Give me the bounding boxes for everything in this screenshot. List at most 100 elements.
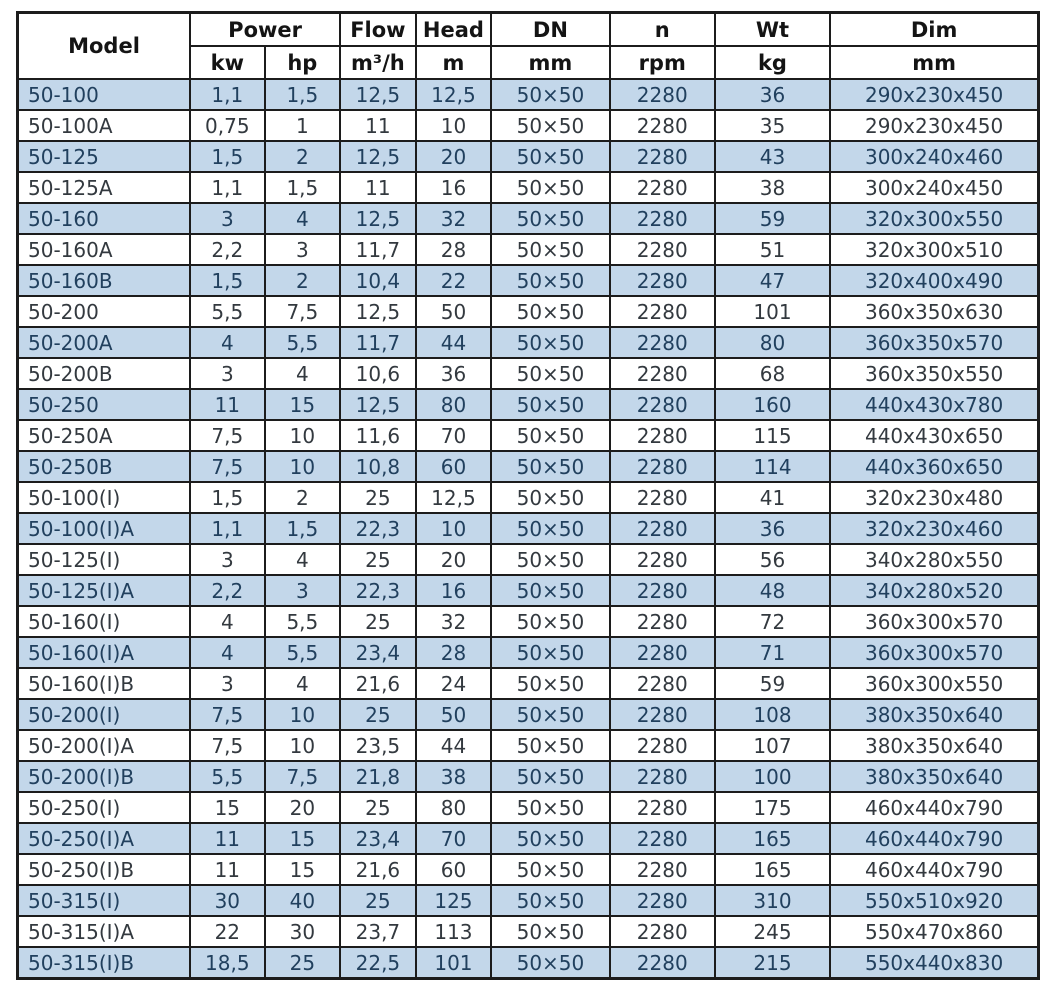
- table-row: 50-100A 0,75 1 11 10 50×50 2280 35 290x230x450: [16, 109, 1040, 142]
- cell-head: 10: [414, 512, 493, 545]
- cell-hp: 1: [263, 109, 342, 142]
- cell-kw: 11: [189, 822, 266, 855]
- cell-model: 50-200A: [16, 326, 192, 359]
- cell-dim: 300x240x450: [829, 171, 1040, 204]
- cell-head: 28: [414, 636, 493, 669]
- cell-flow: 12,5: [339, 202, 417, 235]
- unit-header-head: m: [414, 45, 493, 80]
- cell-dn: 50×50: [490, 915, 611, 948]
- cell-dn: 50×50: [490, 791, 611, 824]
- cell-rpm: 2280: [608, 264, 716, 297]
- cell-dn: 50×50: [490, 822, 611, 855]
- cell-head: 16: [414, 574, 493, 607]
- table-body: 50-100 1,1 1,5 12,5 12,5 50×50 2280 36 290x230x4…: [16, 78, 1040, 980]
- cell-hp: 25: [263, 946, 342, 980]
- cell-kw: 3: [189, 543, 266, 576]
- cell-head: 22: [414, 264, 493, 297]
- cell-dim: 320x300x550: [829, 202, 1040, 235]
- cell-rpm: 2280: [608, 388, 716, 421]
- cell-dn: 50×50: [490, 605, 611, 638]
- cell-head: 38: [414, 760, 493, 793]
- cell-flow: 11,7: [339, 233, 417, 266]
- cell-dim: 320x300x510: [829, 233, 1040, 266]
- cell-model: 50-250(I): [16, 791, 192, 824]
- table-row: 50-160 3 4 12,5 32 50×50 2280 59 320x300x550: [16, 202, 1040, 235]
- cell-hp: 30: [263, 915, 342, 948]
- cell-rpm: 2280: [608, 109, 716, 142]
- cell-kw: 1,5: [189, 264, 266, 297]
- col-header-head: Head: [414, 11, 493, 47]
- table-row: 50-125(I) 3 4 25 20 50×50 2280 56 340x280x550: [16, 543, 1040, 576]
- cell-dim: 440x430x650: [829, 419, 1040, 452]
- table-row: 50-200(I)B 5,5 7,5 21,8 38 50×50 2280 100 380x35…: [16, 760, 1040, 793]
- table-row: 50-160(I) 4 5,5 25 32 50×50 2280 72 360x300x570: [16, 605, 1040, 638]
- cell-rpm: 2280: [608, 295, 716, 328]
- cell-wt: 68: [713, 357, 832, 390]
- cell-model: 50-315(I)B: [16, 946, 192, 980]
- table-row: 50-160(I)B 3 4 21,6 24 50×50 2280 59 360x300x550: [16, 667, 1040, 700]
- cell-rpm: 2280: [608, 822, 716, 855]
- cell-hp: 15: [263, 822, 342, 855]
- cell-wt: 101: [713, 295, 832, 328]
- col-header-model: Model: [16, 11, 192, 80]
- cell-kw: 2,2: [189, 233, 266, 266]
- cell-model: 50-250: [16, 388, 192, 421]
- cell-dn: 50×50: [490, 729, 611, 762]
- cell-rpm: 2280: [608, 946, 716, 980]
- cell-model: 50-160: [16, 202, 192, 235]
- cell-flow: 11,7: [339, 326, 417, 359]
- cell-wt: 38: [713, 171, 832, 204]
- cell-rpm: 2280: [608, 481, 716, 514]
- pump-spec-table: Model Power Flow Head DN n Wt Dim kw hp …: [16, 11, 1040, 980]
- cell-model: 50-200(I)A: [16, 729, 192, 762]
- cell-rpm: 2280: [608, 729, 716, 762]
- cell-flow: 25: [339, 481, 417, 514]
- table-row: 50-250 11 15 12,5 80 50×50 2280 160 440x430x780: [16, 388, 1040, 421]
- cell-flow: 10,8: [339, 450, 417, 483]
- cell-rpm: 2280: [608, 326, 716, 359]
- cell-kw: 3: [189, 667, 266, 700]
- cell-kw: 22: [189, 915, 266, 948]
- cell-flow: 23,4: [339, 822, 417, 855]
- cell-dim: 290x230x450: [829, 78, 1040, 111]
- cell-flow: 21,6: [339, 667, 417, 700]
- cell-model: 50-250B: [16, 450, 192, 483]
- col-header-power: Power: [189, 11, 342, 47]
- table-row: 50-100(I)A 1,1 1,5 22,3 10 50×50 2280 36 320x230…: [16, 512, 1040, 545]
- cell-head: 32: [414, 202, 493, 235]
- cell-rpm: 2280: [608, 233, 716, 266]
- col-header-dn: DN: [490, 11, 611, 47]
- cell-hp: 5,5: [263, 605, 342, 638]
- cell-dim: 320x400x490: [829, 264, 1040, 297]
- cell-dn: 50×50: [490, 109, 611, 142]
- cell-model: 50-200(I): [16, 698, 192, 731]
- cell-model: 50-100A: [16, 109, 192, 142]
- cell-flow: 12,5: [339, 295, 417, 328]
- table-row: 50-125(I)A 2,2 3 22,3 16 50×50 2280 48 340x280x5…: [16, 574, 1040, 607]
- cell-kw: 1,1: [189, 78, 266, 111]
- cell-model: 50-100(I): [16, 481, 192, 514]
- unit-header-kw: kw: [189, 45, 266, 80]
- cell-wt: 215: [713, 946, 832, 980]
- cell-dim: 550x440x830: [829, 946, 1040, 980]
- cell-model: 50-125(I)A: [16, 574, 192, 607]
- cell-wt: 35: [713, 109, 832, 142]
- cell-head: 70: [414, 419, 493, 452]
- cell-flow: 23,4: [339, 636, 417, 669]
- cell-dim: 320x230x460: [829, 512, 1040, 545]
- cell-hp: 3: [263, 233, 342, 266]
- cell-dim: 440x430x780: [829, 388, 1040, 421]
- cell-hp: 1,5: [263, 512, 342, 545]
- cell-hp: 3: [263, 574, 342, 607]
- table-row: 50-250(I)A 11 15 23,4 70 50×50 2280 165 460x440x…: [16, 822, 1040, 855]
- cell-model: 50-250A: [16, 419, 192, 452]
- table-row: 50-200(I)A 7,5 10 23,5 44 50×50 2280 107 380x350…: [16, 729, 1040, 762]
- cell-model: 50-200(I)B: [16, 760, 192, 793]
- cell-kw: 7,5: [189, 450, 266, 483]
- cell-hp: 10: [263, 450, 342, 483]
- cell-head: 20: [414, 543, 493, 576]
- col-header-dim: Dim: [829, 11, 1040, 47]
- cell-dn: 50×50: [490, 295, 611, 328]
- cell-model: 50-125A: [16, 171, 192, 204]
- cell-wt: 72: [713, 605, 832, 638]
